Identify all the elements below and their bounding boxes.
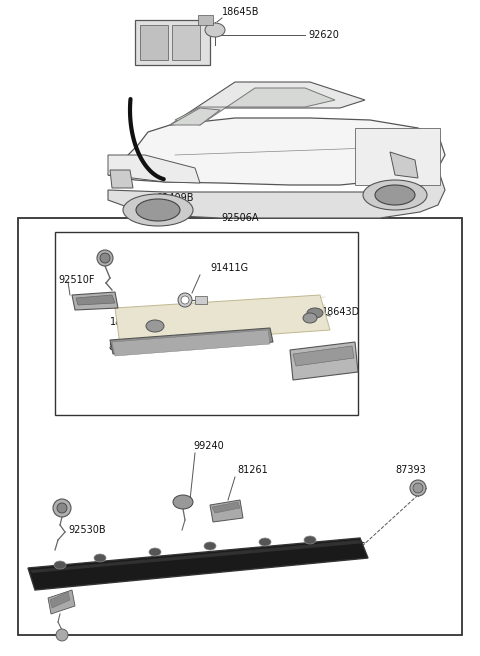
Ellipse shape bbox=[94, 554, 106, 562]
Text: 18645B: 18645B bbox=[222, 7, 260, 17]
Ellipse shape bbox=[57, 503, 67, 513]
Bar bbox=[355, 128, 440, 185]
Polygon shape bbox=[72, 292, 118, 310]
Polygon shape bbox=[175, 88, 335, 125]
Ellipse shape bbox=[181, 296, 189, 304]
Text: 92620: 92620 bbox=[308, 30, 339, 40]
Ellipse shape bbox=[97, 250, 113, 266]
Bar bbox=[135, 20, 210, 65]
Polygon shape bbox=[290, 342, 358, 380]
Ellipse shape bbox=[410, 480, 426, 496]
Bar bbox=[55, 232, 358, 415]
Ellipse shape bbox=[149, 548, 161, 556]
Ellipse shape bbox=[205, 23, 225, 37]
Ellipse shape bbox=[363, 180, 427, 210]
Polygon shape bbox=[212, 502, 240, 513]
Polygon shape bbox=[390, 152, 418, 178]
Text: 92506A: 92506A bbox=[221, 213, 259, 223]
Polygon shape bbox=[293, 346, 354, 366]
Text: 18643D: 18643D bbox=[110, 317, 148, 327]
Text: 92512C: 92512C bbox=[310, 363, 348, 373]
Polygon shape bbox=[50, 592, 70, 608]
Ellipse shape bbox=[413, 483, 423, 493]
Ellipse shape bbox=[123, 194, 193, 226]
Ellipse shape bbox=[259, 538, 271, 546]
Ellipse shape bbox=[307, 308, 323, 318]
Ellipse shape bbox=[56, 629, 68, 641]
Polygon shape bbox=[170, 108, 220, 125]
Polygon shape bbox=[170, 82, 365, 125]
Polygon shape bbox=[30, 540, 366, 573]
Ellipse shape bbox=[54, 561, 66, 569]
Ellipse shape bbox=[100, 253, 110, 263]
Polygon shape bbox=[28, 538, 368, 590]
Polygon shape bbox=[210, 500, 243, 522]
Ellipse shape bbox=[375, 185, 415, 205]
Text: 18643D: 18643D bbox=[322, 307, 360, 317]
Text: 99240: 99240 bbox=[193, 441, 224, 451]
Bar bbox=[18, 218, 462, 635]
Polygon shape bbox=[110, 170, 133, 188]
Text: 92530B: 92530B bbox=[68, 525, 106, 535]
Polygon shape bbox=[108, 175, 445, 218]
Text: 81261: 81261 bbox=[237, 465, 268, 475]
Bar bbox=[172, 25, 200, 60]
Ellipse shape bbox=[204, 542, 216, 550]
Polygon shape bbox=[48, 590, 75, 614]
Text: 81260B: 81260B bbox=[108, 342, 145, 352]
Text: 91411G: 91411G bbox=[210, 263, 248, 273]
Ellipse shape bbox=[178, 293, 192, 307]
Ellipse shape bbox=[53, 499, 71, 517]
Polygon shape bbox=[110, 328, 273, 354]
Polygon shape bbox=[115, 295, 330, 345]
Ellipse shape bbox=[304, 536, 316, 544]
Bar bbox=[140, 25, 168, 60]
Polygon shape bbox=[76, 295, 115, 305]
Ellipse shape bbox=[136, 199, 180, 221]
Bar bbox=[198, 15, 213, 25]
Polygon shape bbox=[112, 330, 270, 356]
Ellipse shape bbox=[303, 313, 317, 323]
Ellipse shape bbox=[173, 495, 193, 509]
Polygon shape bbox=[108, 155, 200, 183]
Polygon shape bbox=[108, 118, 445, 185]
Ellipse shape bbox=[146, 320, 164, 332]
Text: 87393: 87393 bbox=[395, 465, 426, 475]
Text: 92510F: 92510F bbox=[58, 275, 95, 285]
Bar bbox=[195, 296, 207, 304]
Text: 92409B: 92409B bbox=[156, 193, 194, 203]
